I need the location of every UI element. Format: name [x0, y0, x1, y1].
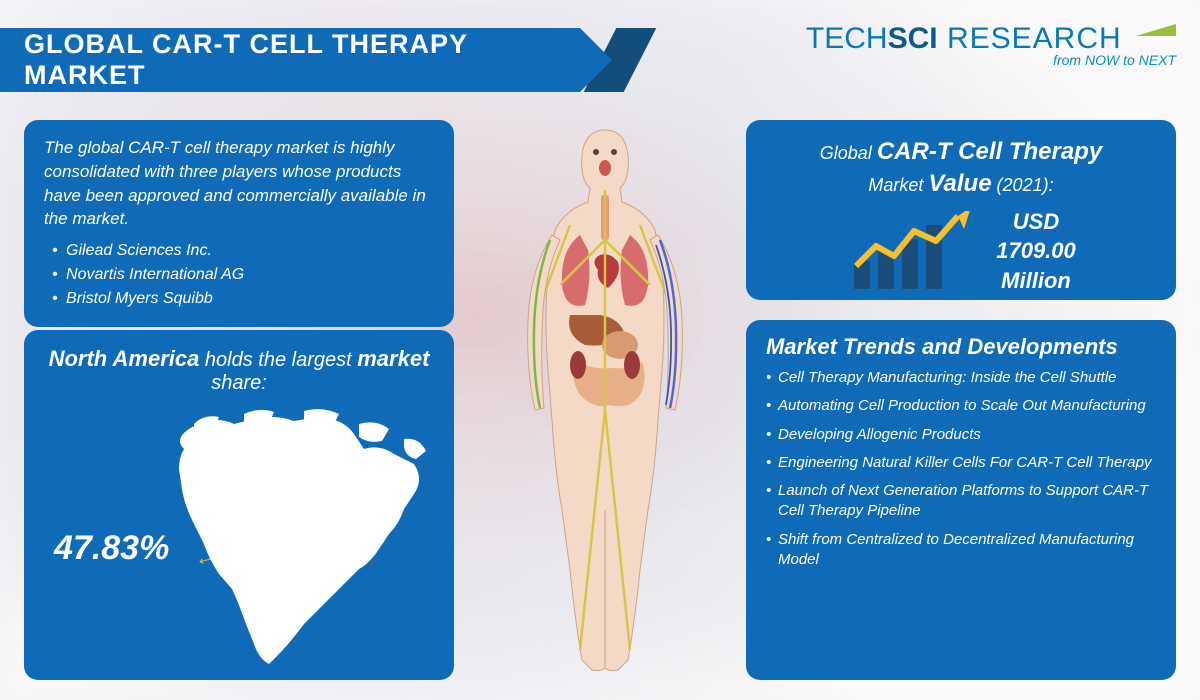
- header-banner: GLOBAL CAR-T CELL THERAPY MARKET: [0, 28, 580, 92]
- list-item: Shift from Centralized to Decentralized …: [766, 530, 1156, 571]
- panel-market-overview: The global CAR-T cell therapy market is …: [24, 120, 454, 327]
- brand-logo: TECHSCI RESEARCH from NOW to NEXT: [806, 22, 1176, 68]
- panel-market-value: Global CAR-T Cell Therapy Market Value (…: [746, 120, 1176, 300]
- list-item: Automating Cell Production to Scale Out …: [766, 396, 1156, 416]
- list-item: Launch of Next Generation Platforms to S…: [766, 481, 1156, 522]
- overview-description: The global CAR-T cell therapy market is …: [44, 136, 434, 231]
- panel-north-america: North America holds the largest market s…: [24, 330, 454, 680]
- na-heading: North America holds the largest market s…: [44, 346, 434, 395]
- company-list: Gilead Sciences Inc. Novartis Internatio…: [44, 239, 434, 311]
- value-heading: Global CAR-T Cell Therapy Market Value (…: [766, 136, 1156, 201]
- list-item: Bristol Myers Squibb: [52, 287, 434, 311]
- page-title: GLOBAL CAR-T CELL THERAPY MARKET: [24, 29, 580, 91]
- trends-heading: Market Trends and Developments: [766, 334, 1156, 360]
- list-item: Developing Allogenic Products: [766, 425, 1156, 445]
- human-anatomy-icon: [470, 110, 740, 680]
- list-item: Cell Therapy Manufacturing: Inside the C…: [766, 368, 1156, 388]
- trends-list: Cell Therapy Manufacturing: Inside the C…: [766, 368, 1156, 570]
- panel-trends: Market Trends and Developments Cell Ther…: [746, 320, 1176, 680]
- logo-triangle-icon: [1136, 24, 1176, 36]
- market-value-amount: USD 1709.00 Million: [996, 207, 1076, 296]
- growth-chart-icon: [846, 211, 976, 291]
- north-america-map-icon: [164, 409, 434, 669]
- list-item: Gilead Sciences Inc.: [52, 239, 434, 263]
- na-percentage: 47.83%: [54, 529, 169, 568]
- logo-text: TECHSCI RESEARCH: [806, 22, 1176, 56]
- list-item: Novartis International AG: [52, 263, 434, 287]
- list-item: Engineering Natural Killer Cells For CAR…: [766, 453, 1156, 473]
